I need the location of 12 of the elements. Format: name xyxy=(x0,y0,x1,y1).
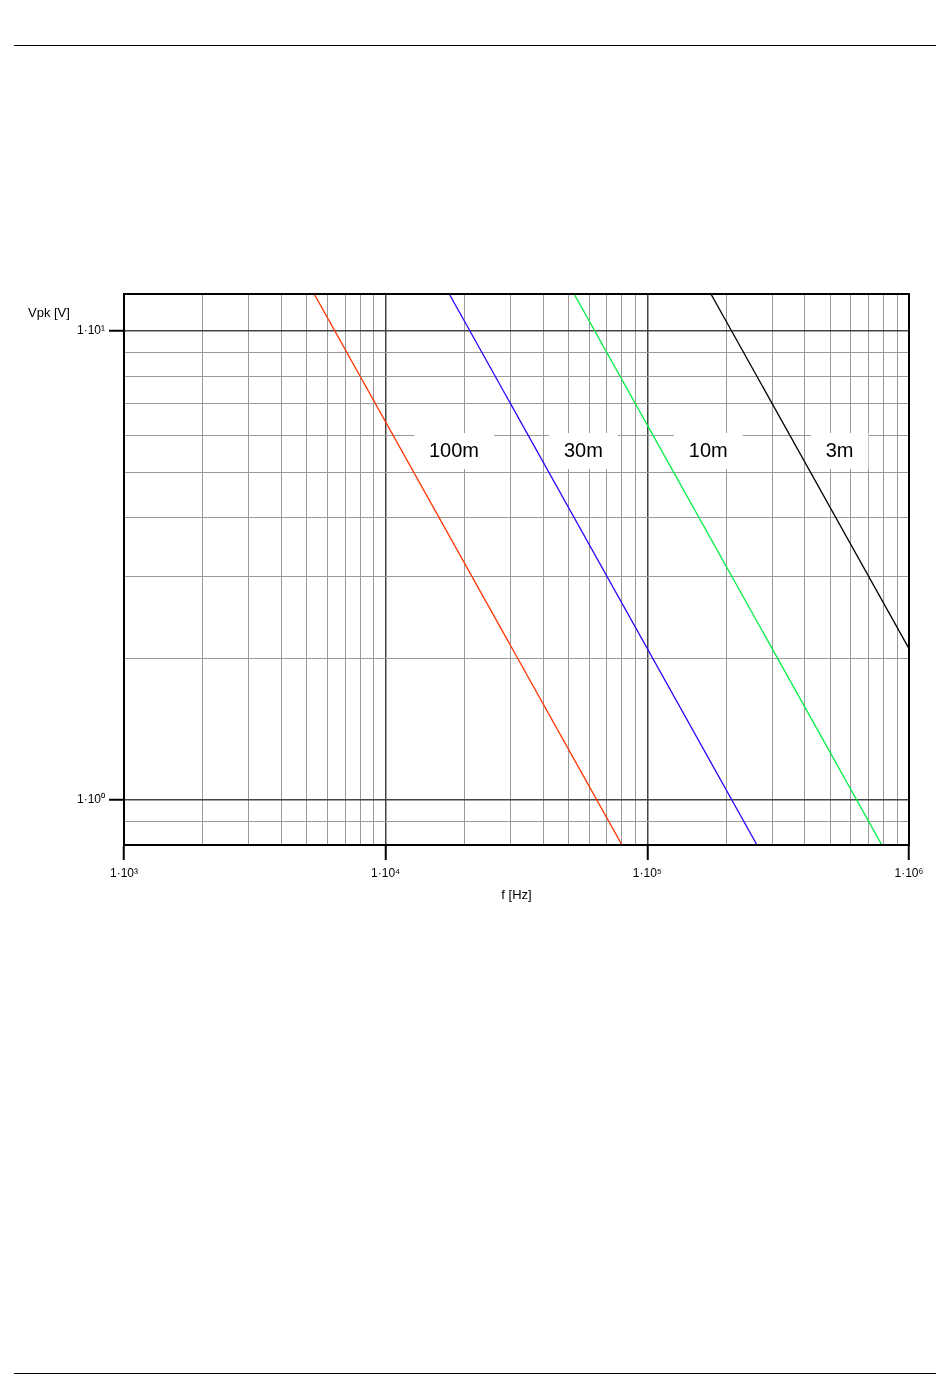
series-label: 100m xyxy=(428,438,479,461)
series-label: 30m xyxy=(563,438,603,461)
series-label: 3m xyxy=(825,438,854,461)
x-tick-label: 1·10⁵ xyxy=(632,865,662,880)
x-axis-title: f [Hz] xyxy=(501,887,532,903)
y-tick-label: 1·10¹ xyxy=(76,323,105,338)
x-tick-label: 1·10⁶ xyxy=(894,865,924,880)
x-tick-label: 1·10³ xyxy=(109,865,139,880)
y-axis-title: Vpk [V] xyxy=(28,305,70,321)
x-tick-label: 1·10⁴ xyxy=(371,865,401,880)
y-tick-label: 1·10⁰ xyxy=(76,791,105,806)
series-label: 10m xyxy=(688,438,728,461)
